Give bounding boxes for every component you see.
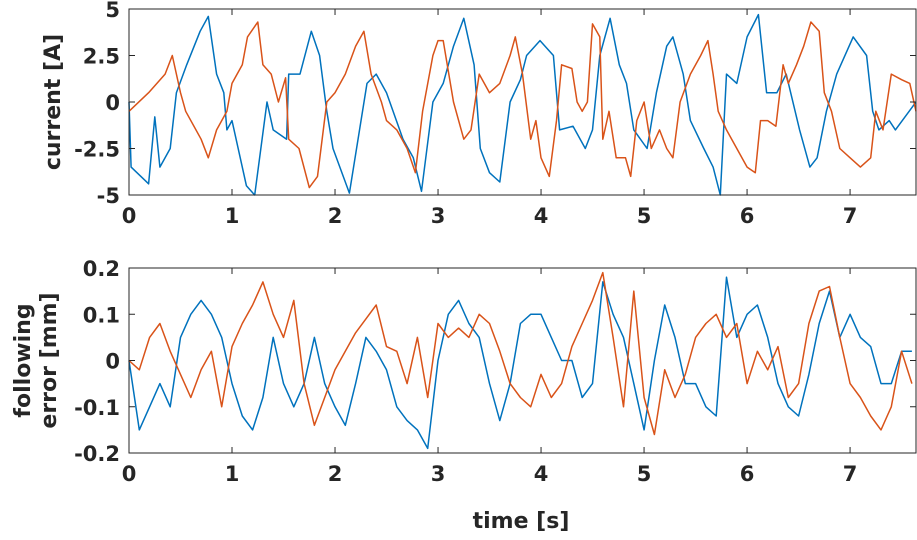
x-tick-label: 0 <box>122 204 137 228</box>
x-tick-label: 2 <box>328 462 343 486</box>
x-tick-label: 7 <box>843 204 858 228</box>
y-axis-label: current [A] <box>41 34 66 170</box>
y-tick-label: 0 <box>105 350 120 374</box>
y-tick-label: 0.2 <box>83 257 120 281</box>
following-error-axes: 0 1 2 3 4 5 6 7 -0.2 -0.1 0 0.1 0.2 followingerror [m… <box>11 257 917 486</box>
x-tick-label: 3 <box>431 462 446 486</box>
x-tick-label: 6 <box>740 462 755 486</box>
y-tick-label: 0 <box>105 91 120 115</box>
x-tick-label: 4 <box>534 204 549 228</box>
y-tick-label: -0.2 <box>74 442 120 466</box>
y-tick-label: 5 <box>105 0 120 22</box>
current-axes: 0 1 2 3 4 5 6 7 -5 -2.5 0 2.5 5 current [A] <box>41 0 917 228</box>
y-axis-label-line: following <box>11 303 36 417</box>
x-tick-label: 6 <box>740 204 755 228</box>
y-tick-label: -2.5 <box>74 138 120 162</box>
y-tick-label: -5 <box>97 184 120 208</box>
series-line-2 <box>128 271 913 436</box>
x-axis-label: time [s] <box>473 509 570 534</box>
x-tick-label: 2 <box>328 204 343 228</box>
y-tick-label: -0.1 <box>74 396 120 420</box>
x-tick-label: 5 <box>637 204 652 228</box>
x-tick-label: 1 <box>225 204 240 228</box>
x-tick-label: 1 <box>225 462 240 486</box>
y-tick-label: 0.1 <box>83 303 120 327</box>
series-line-2 <box>128 21 917 189</box>
x-tick-label: 0 <box>122 462 137 486</box>
y-tick-label: 2.5 <box>83 45 120 69</box>
x-tick-label: 3 <box>431 204 446 228</box>
axes-box <box>128 267 917 454</box>
y-axis-label: followingerror [mm] <box>11 292 62 428</box>
x-tick-label: 7 <box>843 462 858 486</box>
series-line-1 <box>128 276 912 450</box>
x-tick-label: 4 <box>534 462 549 486</box>
x-tick-label: 5 <box>637 462 652 486</box>
y-axis-label-line: error [mm] <box>37 292 62 428</box>
